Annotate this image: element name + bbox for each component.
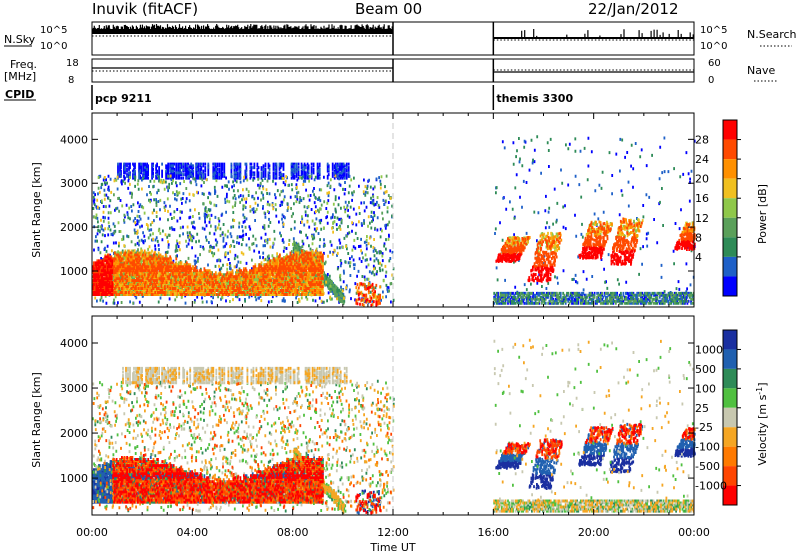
power-colorbar-label: Power [dB] xyxy=(756,184,769,244)
nsky-label: N.Sky xyxy=(4,33,36,46)
freq-tick-bottom: 8 xyxy=(68,75,74,86)
xtick-label: 00:00 xyxy=(76,526,108,539)
colorbar-swatch xyxy=(723,237,737,257)
heatmap-cells-5 xyxy=(93,174,696,304)
colorbar-swatch xyxy=(723,349,737,369)
heatmap-cells-7 xyxy=(92,217,696,306)
time-axis: 00:00 04:00 08:00 12:00 16:00 20:00 00:00 xyxy=(76,526,710,539)
freq-label: Freq. xyxy=(10,58,37,71)
colorbar-swatch xyxy=(723,427,737,447)
colorbar-frame xyxy=(722,119,738,297)
colorbar-tick-label: 1000 xyxy=(695,343,723,356)
colorbar-swatch xyxy=(723,198,737,218)
nave-label: Nave xyxy=(747,64,775,77)
colorbar-swatch xyxy=(723,139,737,160)
nsky-tick-bottom: 10^0 xyxy=(40,41,67,52)
colorbar-tick-label: 12 xyxy=(695,212,709,225)
colorbar-tick-label: -1000 xyxy=(695,480,727,493)
top-panels-traces xyxy=(92,22,694,82)
ytick-label: 1000 xyxy=(60,472,88,485)
heatmap-cells-4 xyxy=(92,339,696,513)
power-ylabel: Slant Range [km] xyxy=(30,162,43,258)
velocity-colorbar: 1000 500 100 25 -25 -100 -500 -1000 xyxy=(695,329,741,506)
colorbar-tick-label: -100 xyxy=(695,441,720,454)
colorbar-frame xyxy=(722,329,738,506)
colorbar-swatch xyxy=(723,276,737,296)
heatmap-cells-1 xyxy=(92,136,695,305)
colorbar-tick-label: -500 xyxy=(695,460,720,473)
power-colorbar: 28 24 20 16 12 8 4 xyxy=(695,119,741,297)
time-axis-label: Time UT xyxy=(369,541,415,554)
colorbar-tick-label: 28 xyxy=(695,134,709,147)
colorbar-tick-label: 24 xyxy=(695,153,709,166)
colorbar-tick-label: 20 xyxy=(695,173,709,186)
ytick-label: 2000 xyxy=(60,221,88,234)
xtick-label: 20:00 xyxy=(578,526,610,539)
colorbar-tick-label: 25 xyxy=(695,402,709,415)
date-title: 22/Jan/2012 xyxy=(588,0,679,18)
ytick-label: 4000 xyxy=(60,337,88,350)
cpid-segment-label: themis 3300 xyxy=(496,92,573,105)
colorbar-tick-label: -25 xyxy=(695,421,713,434)
colorbar-tick-label: 4 xyxy=(695,251,702,264)
velocity-panel: 1000 2000 3000 4000 xyxy=(60,315,696,516)
xtick-label: 12:00 xyxy=(377,526,409,539)
colorbar-tick-label: 16 xyxy=(695,192,709,205)
cpid-bar: pcp 9211 themis 3300 xyxy=(91,85,573,110)
nave-tick-bottom: 0 xyxy=(708,75,714,86)
xtick-label: 16:00 xyxy=(477,526,509,539)
colorbar-swatch xyxy=(723,446,737,467)
velocity-colorbar-label: Velocity [m s-1] xyxy=(755,382,769,465)
heatmap-cells-8 xyxy=(112,423,695,515)
xtick-label: 08:00 xyxy=(277,526,309,539)
colorbar-swatch xyxy=(723,388,737,408)
cpid-label: CPID xyxy=(5,88,34,101)
beam-title: Beam 00 xyxy=(355,0,422,18)
nsearch-tick-bottom: 10^0 xyxy=(700,41,727,52)
heatmap-cells-7 xyxy=(92,382,695,515)
ytick-label: 3000 xyxy=(60,382,88,395)
nave-tick-top: 60 xyxy=(708,58,721,69)
velocity-ylabel: Slant Range [km] xyxy=(30,372,43,468)
cpid-segment-label: pcp 9211 xyxy=(95,92,152,105)
colorbar-tick-label: 500 xyxy=(695,363,716,376)
station-title: Inuvik (fitACF) xyxy=(92,0,198,18)
ytick-label: 4000 xyxy=(60,133,88,146)
colorbar-swatch xyxy=(723,217,737,238)
colorbar-swatch xyxy=(723,256,737,277)
colorbar-swatch xyxy=(723,485,737,505)
colorbar-tick-label: 8 xyxy=(695,231,702,244)
ytick-label: 1000 xyxy=(60,265,88,278)
freq-unit-label: [MHz] xyxy=(4,70,36,83)
nsky-tick-top: 10^5 xyxy=(40,25,67,36)
nsky-fill xyxy=(92,29,393,34)
xtick-label: 00:00 xyxy=(678,526,710,539)
colorbar-swatch xyxy=(723,466,737,486)
nsearch-label: N.Search xyxy=(747,28,797,41)
ytick-label: 2000 xyxy=(60,427,88,440)
xtick-label: 04:00 xyxy=(176,526,208,539)
nsearch-tick-top: 10^5 xyxy=(700,25,727,36)
colorbar-swatch xyxy=(723,330,737,350)
colorbar-swatch xyxy=(723,368,737,389)
colorbar-swatch xyxy=(723,178,737,199)
colorbar-swatch xyxy=(723,120,737,140)
power-panel: 1000 2000 3000 4000 xyxy=(60,112,696,308)
colorbar-swatch xyxy=(723,407,737,428)
colorbar-tick-label: 100 xyxy=(695,382,716,395)
freq-tick-top: 18 xyxy=(66,58,79,69)
ytick-label: 3000 xyxy=(60,177,88,190)
colorbar-swatch xyxy=(723,159,737,179)
